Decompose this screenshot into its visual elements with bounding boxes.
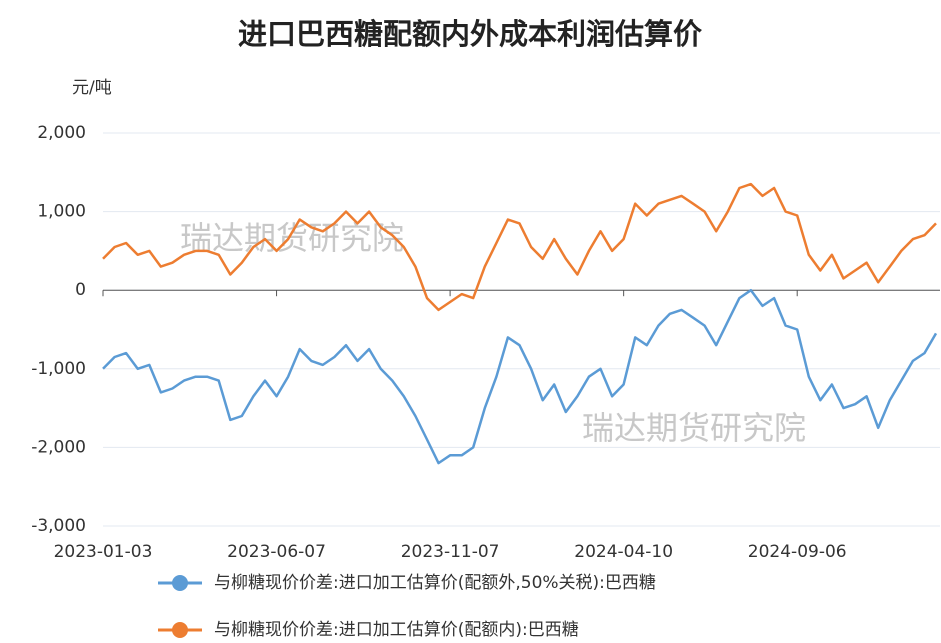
- x-tick-label: 2024-04-10: [574, 542, 673, 562]
- legend-marker: [172, 622, 188, 638]
- watermark: 瑞达期货研究院: [582, 409, 806, 447]
- legend-item: 与柳糖现价价差:进口加工估算价(配额外,50%关税):巴西糖: [158, 573, 656, 593]
- x-tick-label: 2023-06-07: [227, 542, 326, 562]
- y-unit: 元/吨: [72, 78, 112, 98]
- y-tick-label: 1,000: [37, 202, 86, 222]
- y-tick-label: 2,000: [37, 123, 86, 143]
- x-tick-label: 2024-09-06: [748, 542, 847, 562]
- x-tick-label: 2023-11-07: [401, 542, 500, 562]
- legend-label: 与柳糖现价价差:进口加工估算价(配额内):巴西糖: [214, 620, 579, 640]
- chart-title: 进口巴西糖配额内外成本利润估算价: [238, 17, 703, 51]
- x-tick-label: 2023-01-03: [54, 542, 153, 562]
- legend-label: 与柳糖现价价差:进口加工估算价(配额外,50%关税):巴西糖: [214, 573, 656, 593]
- y-tick-label: 0: [75, 280, 86, 300]
- y-tick-label: -3,000: [31, 516, 86, 536]
- legend-marker: [172, 575, 188, 591]
- y-tick-label: -1,000: [31, 359, 86, 379]
- watermark: 瑞达期货研究院: [180, 219, 404, 257]
- series-line: [102, 288, 938, 465]
- y-tick-label: -2,000: [31, 437, 86, 457]
- series-line: [102, 182, 937, 312]
- legend-item: 与柳糖现价价差:进口加工估算价(配额内):巴西糖: [158, 620, 579, 640]
